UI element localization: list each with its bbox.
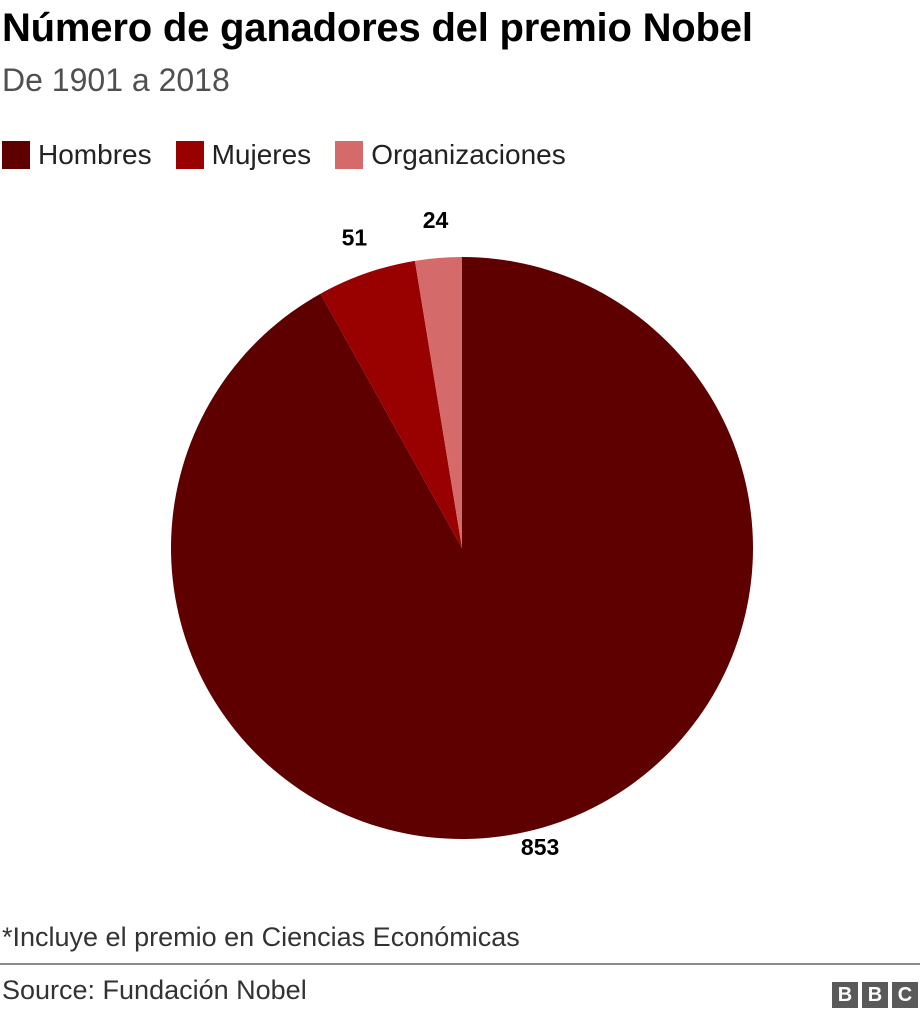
legend-item-hombres: Hombres (2, 139, 152, 171)
chart-legend: Hombres Mujeres Organizaciones (2, 135, 590, 175)
legend-swatch-mujeres (175, 141, 204, 169)
legend-swatch-hombres (2, 141, 30, 169)
footer-divider (0, 963, 920, 965)
legend-item-organizaciones: Organizaciones (335, 139, 566, 171)
pie-slice-mujeres (320, 260, 462, 548)
data-label-mujeres: 51 (342, 224, 368, 250)
chart-subtitle: De 1901 a 2018 (2, 62, 230, 98)
legend-label-mujeres: Mujeres (211, 139, 312, 170)
pie-slice-hombres (171, 257, 754, 840)
pie-slice-organizaciones (414, 257, 462, 548)
legend-label-organizaciones: Organizaciones (371, 139, 566, 170)
bbc-logo: B B C (832, 982, 918, 1008)
chart-source: Source: Fundación Nobel (2, 975, 307, 1005)
chart-title: Número de ganadores del premio Nobel (2, 6, 753, 50)
chart-footnote: *Incluye el premio en Ciencias Económica… (2, 922, 520, 952)
data-label-organizaciones: 24 (423, 207, 449, 233)
data-label-hombres: 853 (521, 834, 559, 860)
legend-swatch-organizaciones (335, 141, 364, 169)
legend-label-hombres: Hombres (38, 139, 152, 170)
bbc-logo-letter: C (892, 982, 918, 1008)
legend-item-mujeres: Mujeres (175, 139, 312, 171)
bbc-logo-letter: B (862, 982, 888, 1008)
pie-chart: 853 51 24 (171, 207, 754, 860)
bbc-logo-letter: B (832, 982, 858, 1008)
